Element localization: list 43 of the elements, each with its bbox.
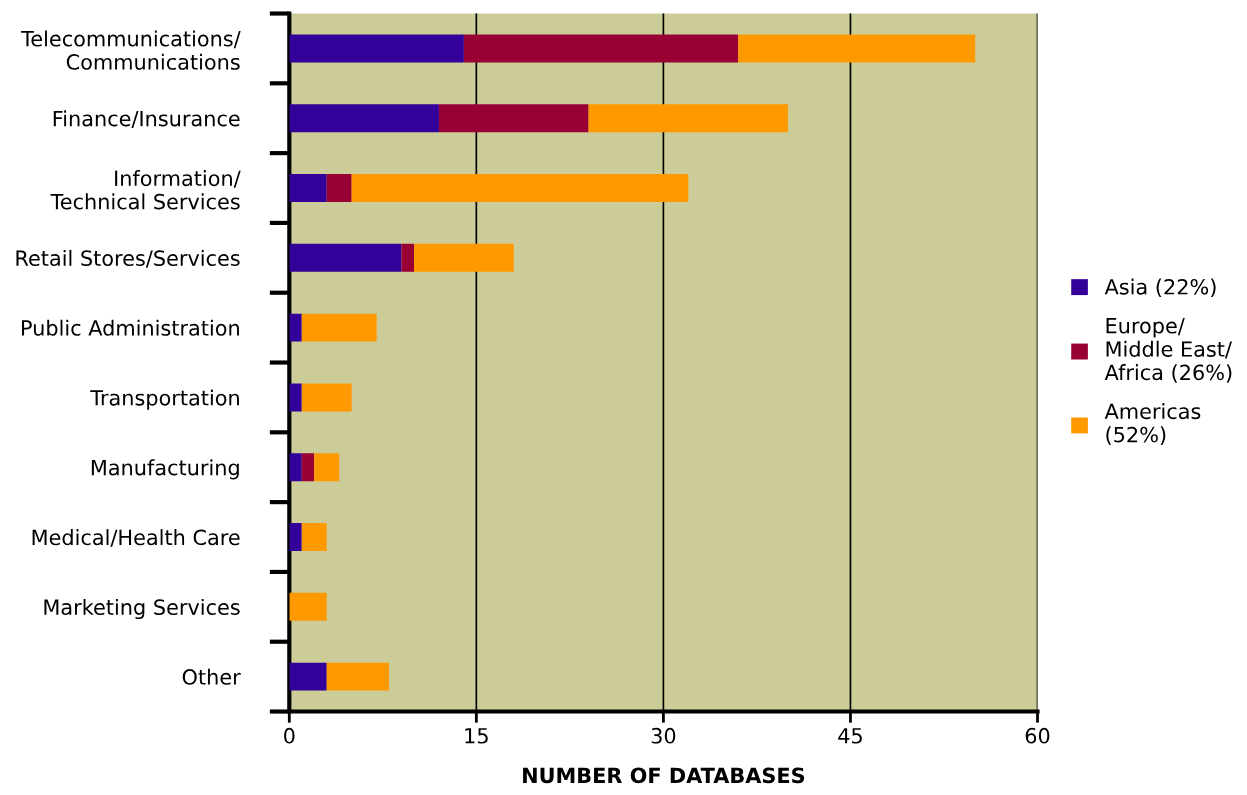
- bar: [351, 174, 689, 202]
- y-tick-label: Manufacturing: [91, 459, 239, 480]
- bar: [414, 243, 514, 272]
- y-tick-label: Other: [182, 668, 241, 685]
- bar: [289, 662, 327, 691]
- legend-label: Europe/ Middle East/ Africa (26%): [1104, 318, 1232, 383]
- bar: [289, 592, 327, 621]
- bar: [289, 243, 402, 272]
- bar: [438, 104, 589, 133]
- x-axis-title: NUMBER OF DATABASES: [523, 767, 805, 784]
- y-tick-label: Public Administration: [22, 319, 239, 336]
- bar: [326, 662, 390, 691]
- bar: [301, 383, 352, 412]
- y-tick-label: Information/ Technical Services: [50, 170, 241, 210]
- bar: [289, 523, 302, 551]
- bar: [289, 104, 439, 133]
- bar: [588, 104, 789, 133]
- y-tick-label: Transportation: [90, 389, 239, 410]
- x-tick-label: 60: [1025, 727, 1050, 744]
- legend-label: Asia (22%): [1104, 278, 1216, 298]
- x-tick-label: 15: [465, 728, 488, 744]
- bar: [289, 313, 302, 342]
- x-tick-label: 45: [838, 728, 862, 744]
- y-tick-label: Medical/Health Care: [32, 529, 240, 547]
- bar: [289, 34, 464, 63]
- x-tick-label: 0: [284, 727, 295, 744]
- bar: [314, 453, 340, 482]
- bar: [301, 523, 327, 551]
- bar: [289, 383, 302, 412]
- bar: [738, 34, 976, 63]
- y-tick-label: Marketing Services: [44, 598, 240, 620]
- x-tick-label: 30: [651, 727, 676, 744]
- bar: [289, 174, 327, 202]
- y-tick-label: Telecommunications/ Communications: [21, 30, 241, 70]
- bar: [301, 313, 377, 342]
- bar: [401, 243, 414, 272]
- bar: [326, 174, 352, 202]
- y-tick-label: Finance/Insurance: [53, 110, 240, 129]
- legend-label: Americas (52%): [1104, 403, 1201, 445]
- bar: [463, 34, 739, 63]
- y-tick-label: Retail Stores/Services: [16, 249, 240, 268]
- bar: [289, 453, 302, 482]
- bar: [301, 453, 315, 482]
